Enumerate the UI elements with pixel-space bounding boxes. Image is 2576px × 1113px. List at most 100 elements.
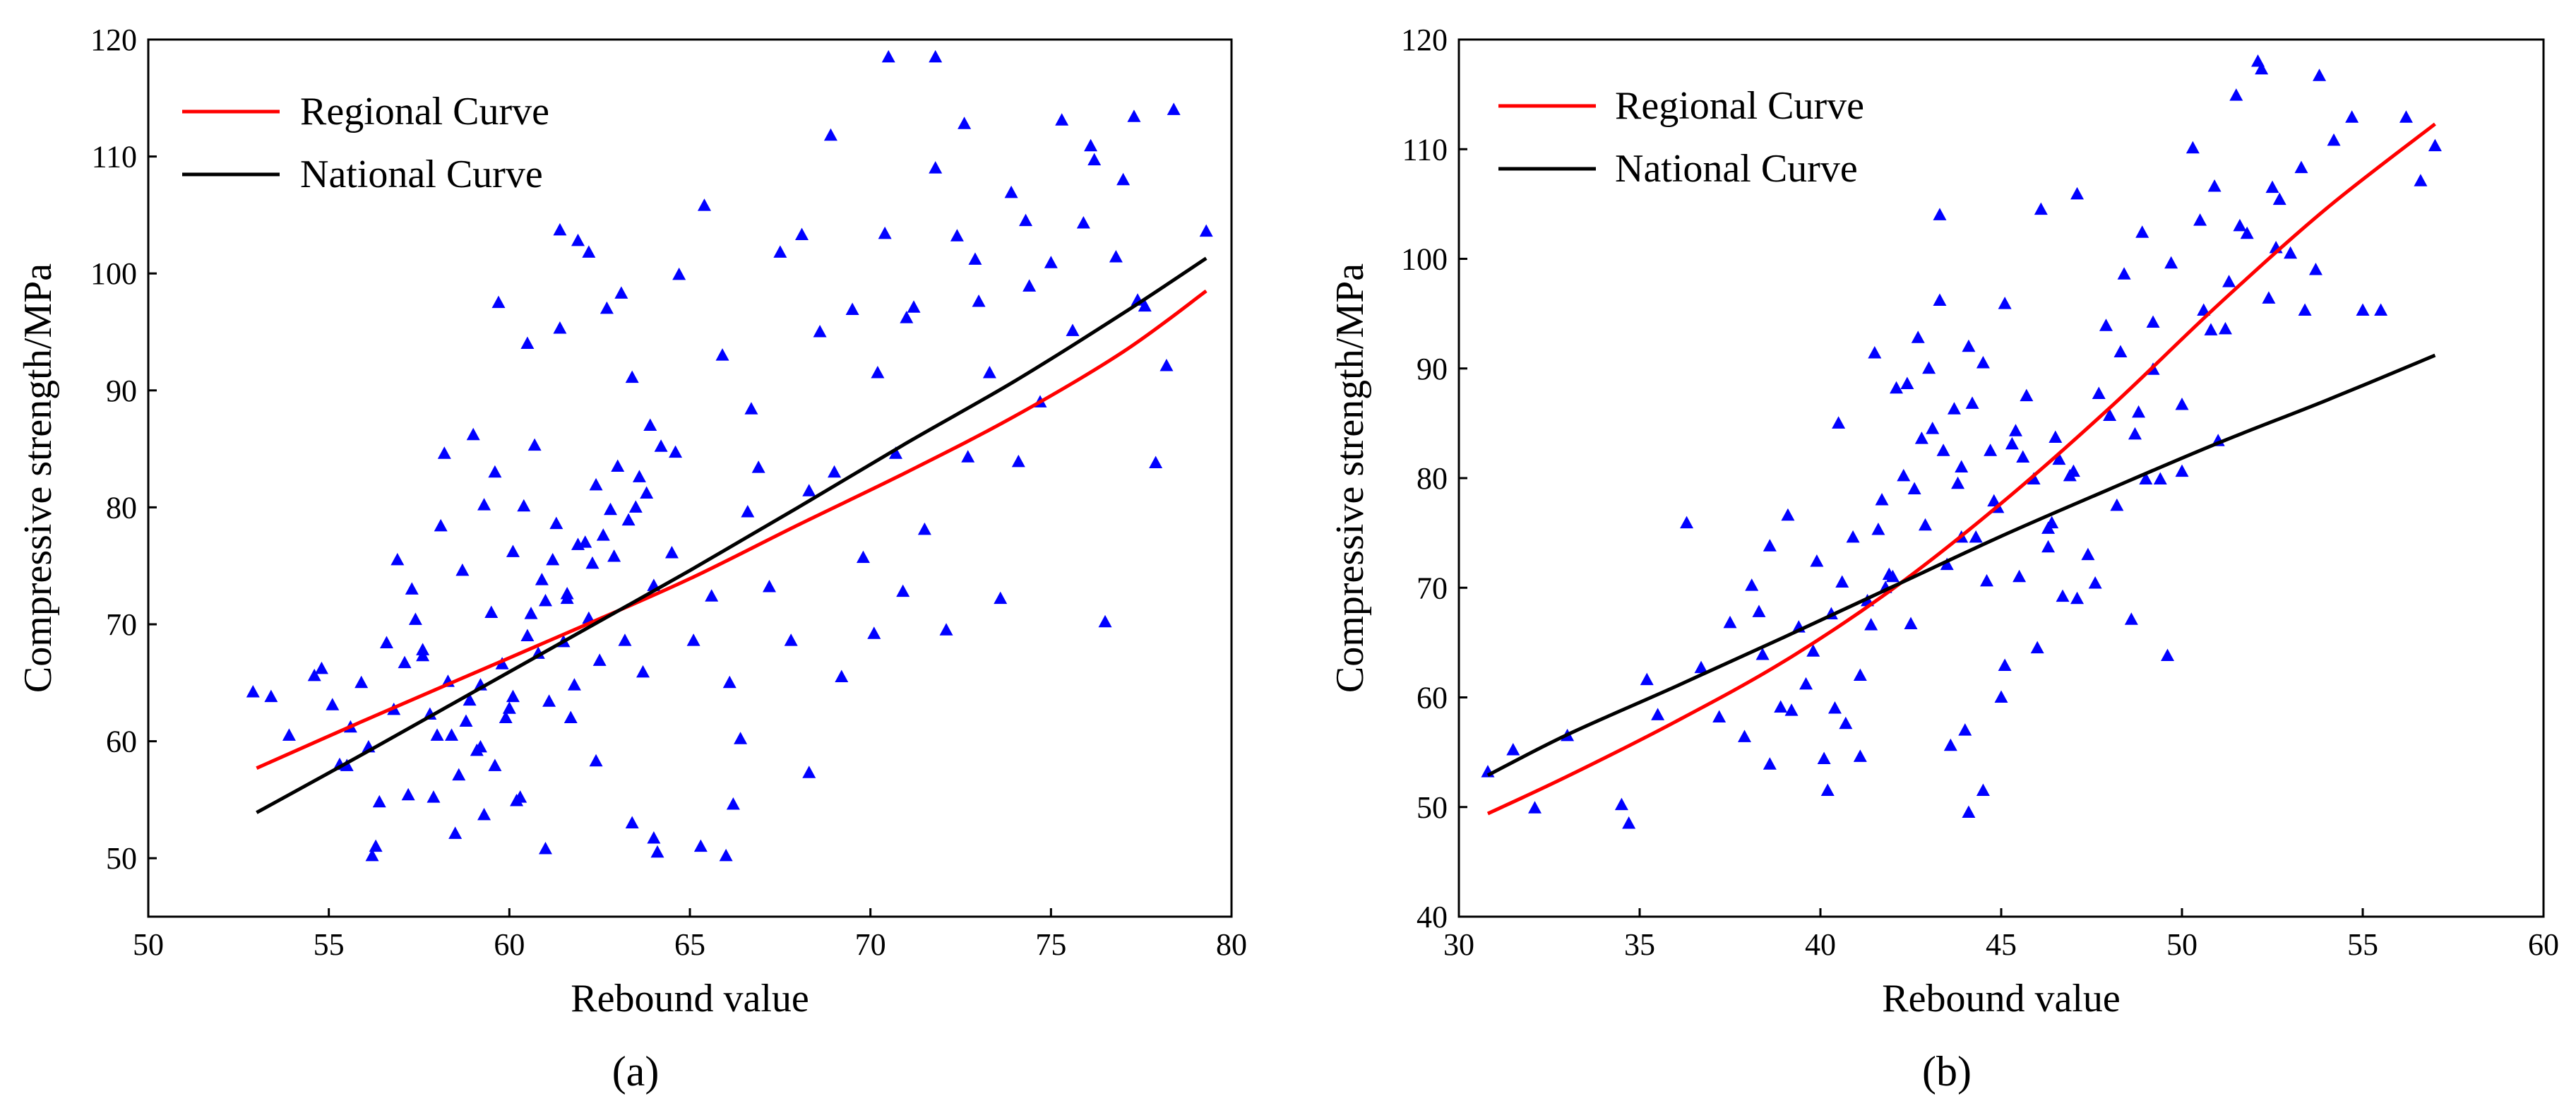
data-point-b-69 <box>2197 303 2211 316</box>
data-point-b-70 <box>2207 179 2222 192</box>
data-point-a-22 <box>437 446 451 459</box>
data-point-b-83 <box>2399 110 2413 123</box>
y-tick-label-b-40: 40 <box>1417 900 1448 934</box>
x-tick-label-a-60: 60 <box>494 927 525 962</box>
data-point-a-61 <box>664 545 679 559</box>
data-point-b-13 <box>1745 578 1759 591</box>
data-point-b-121 <box>1980 573 1994 587</box>
data-point-b-78 <box>2294 160 2308 174</box>
data-point-b-134 <box>1994 690 2008 703</box>
x-tick-label-b-40: 40 <box>1805 927 1836 962</box>
x-tick-label-b-35: 35 <box>1624 927 1655 962</box>
data-point-b-4 <box>1614 797 1628 811</box>
data-point-a-98 <box>1044 256 1058 268</box>
x-tick-label-b-55: 55 <box>2347 927 2378 962</box>
data-point-a-65 <box>705 589 719 602</box>
data-point-b-123 <box>2052 452 2066 465</box>
data-point-a-104 <box>1109 250 1123 263</box>
x-axis-title-b: Rebound value <box>1882 977 2120 1020</box>
data-point-a-37 <box>520 629 535 642</box>
data-point-a-55 <box>625 370 639 383</box>
data-point-a-56 <box>628 500 643 513</box>
data-point-b-39 <box>1947 402 1961 415</box>
data-point-a-38 <box>527 438 542 451</box>
legend-label-regional-a: Regional Curve <box>300 90 549 133</box>
data-point-b-98 <box>1922 361 1936 374</box>
data-point-b-2 <box>1528 801 1542 814</box>
data-point-b-17 <box>1781 508 1795 521</box>
data-point-a-51 <box>600 301 614 314</box>
data-point-a-164 <box>1084 138 1098 152</box>
x-tick-label-a-55: 55 <box>314 927 345 962</box>
data-point-a-77 <box>823 128 837 141</box>
data-point-a-49 <box>589 477 603 491</box>
y-tick-label-a-110: 110 <box>92 140 137 174</box>
data-point-b-8 <box>1680 516 1694 529</box>
data-point-a-163 <box>1019 213 1033 227</box>
tick-labels-b: 30 35 40 45 50 55 60 40 50 60 70 80 90 100 110 120 <box>1401 23 2559 962</box>
y-tick-label-a-50: 50 <box>106 841 137 876</box>
data-point-a-156 <box>621 513 636 526</box>
data-point-a-133 <box>553 222 567 236</box>
data-point-a-124 <box>719 848 733 862</box>
data-point-b-28 <box>1868 346 1882 359</box>
data-point-b-56 <box>2070 186 2085 200</box>
data-point-a-120 <box>589 754 603 767</box>
data-point-b-111 <box>2113 345 2128 357</box>
ticks-a <box>147 38 1233 917</box>
data-point-b-87 <box>1943 738 1957 751</box>
data-point-a-71 <box>762 580 776 593</box>
data-point-a-45 <box>567 678 581 691</box>
data-point-a-111 <box>1199 224 1213 237</box>
data-point-a-152 <box>430 728 444 741</box>
data-point-a-10 <box>369 839 383 852</box>
data-point-b-82 <box>2356 303 2370 316</box>
data-point-a-3 <box>307 668 321 682</box>
data-point-a-93 <box>994 591 1008 605</box>
data-point-b-42 <box>1969 530 1983 543</box>
data-point-b-133 <box>1958 723 1972 736</box>
y-tick-label-a-120: 120 <box>90 23 137 57</box>
data-point-a-105 <box>1116 172 1131 186</box>
data-point-a-27 <box>466 427 480 441</box>
data-point-a-11 <box>372 794 386 808</box>
data-point-b-128 <box>2233 218 2247 232</box>
data-point-a-17 <box>408 612 422 625</box>
data-point-b-46 <box>1998 297 2012 309</box>
data-point-a-107 <box>1138 299 1152 312</box>
data-point-a-4 <box>314 661 328 674</box>
data-point-b-73 <box>2240 226 2254 239</box>
data-point-b-21 <box>1817 751 1831 764</box>
data-point-b-66 <box>2164 256 2178 269</box>
curves-a <box>256 256 1208 814</box>
data-point-a-31 <box>488 465 502 478</box>
data-point-b-81 <box>2345 110 2359 123</box>
data-point-b-60 <box>2110 498 2124 511</box>
x-tick-label-b-30: 30 <box>1443 927 1474 962</box>
data-point-a-14 <box>390 552 405 566</box>
data-point-a-62 <box>672 267 686 280</box>
data-point-a-139 <box>571 537 585 550</box>
data-point-b-114 <box>2193 213 2207 226</box>
data-point-a-41 <box>542 694 556 707</box>
data-point-b-68 <box>2186 141 2200 154</box>
data-point-b-108 <box>1987 494 2001 507</box>
data-point-b-124 <box>2088 576 2102 589</box>
data-point-a-87 <box>929 161 943 174</box>
panel-label-a: (a) <box>612 1048 660 1095</box>
x-tick-label-b-45: 45 <box>1986 927 2017 962</box>
data-point-a-130 <box>802 766 816 778</box>
data-point-a-54 <box>618 633 632 646</box>
data-point-a-15 <box>398 655 412 669</box>
data-point-b-48 <box>2012 569 2027 583</box>
data-point-b-61 <box>2117 267 2131 280</box>
data-point-a-113 <box>365 848 379 862</box>
regional-curve-a <box>256 290 1208 770</box>
data-point-a-63 <box>686 633 700 646</box>
data-point-b-139 <box>2175 464 2189 477</box>
data-point-b-122 <box>2008 424 2022 436</box>
data-point-b-99 <box>1936 444 1950 456</box>
data-point-b-136 <box>2066 464 2080 477</box>
data-point-b-135 <box>2030 641 2044 654</box>
data-point-b-19 <box>1799 677 1813 690</box>
